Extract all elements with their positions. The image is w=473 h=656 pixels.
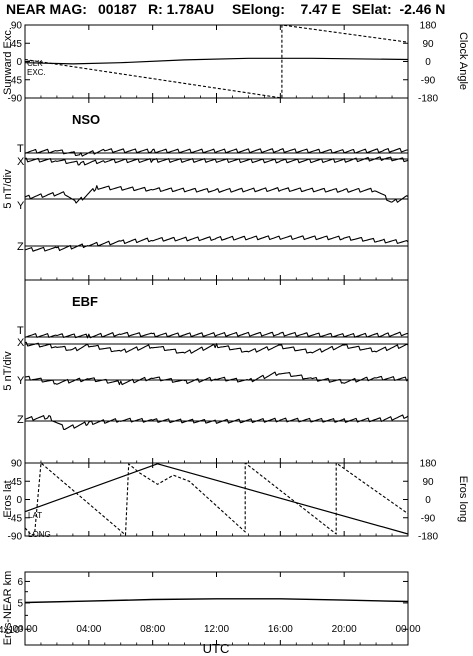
eros-range-ytick-label: 5 [17, 598, 23, 609]
eros-range-series [24, 598, 409, 604]
eros-direction-ytick-right-label: -90 [421, 513, 436, 524]
eros-direction-ytick-left-label: 90 [11, 459, 23, 470]
eros-direction-ytick-right-label: -180 [418, 532, 438, 543]
orientation-inline-label-clk: CLK [27, 59, 43, 68]
eros-direction-series-lat [24, 463, 409, 535]
eros-direction-ytick-right-label: 0 [425, 495, 431, 506]
ebf-ylabel: 5 nT/div [2, 351, 14, 391]
orientation-ytick-left-label: -45 [8, 75, 23, 86]
orientation-ytick-right-label: -180 [418, 94, 438, 105]
x-tick-label: 04:00 [76, 624, 101, 635]
nso-label-z: Z [17, 241, 24, 253]
nso-series-t [24, 147, 408, 157]
x-tick-label: 00:00 [395, 624, 420, 635]
eros-direction-ytick-right-label: 90 [422, 477, 434, 488]
orientation-ylabel-left: Sunward Exc. [2, 27, 14, 95]
ebf-panel-label: EBF [72, 294, 98, 309]
orientation-ytick-right-label: 0 [425, 57, 431, 68]
nso-ylabel: 5 nT/div [2, 169, 14, 209]
header-range: R: 1.78AU [148, 1, 214, 17]
eros-direction-series-long [24, 462, 409, 536]
ebf-series-z [24, 414, 409, 430]
data-series [24, 24, 409, 604]
eros-inline-label-lat: LAT [28, 511, 42, 520]
eros-range-ytick-label: 6 [17, 577, 23, 588]
eros-range-ytick-label: 4x10¹ [0, 625, 24, 636]
orientation-ytick-right-label: -90 [421, 75, 436, 86]
header-selong: SElong: 7.47 E [232, 1, 341, 17]
orientation-ytick-right-label: 90 [422, 39, 434, 50]
eros-range-ylabel: Eros-NEAR km [2, 571, 14, 646]
orientation-ytick-left-label: -90 [8, 94, 23, 105]
x-tick-label: 12:00 [204, 624, 229, 635]
eros-direction-ytick-left-label: -45 [8, 513, 23, 524]
nso-label-t: T [17, 143, 24, 155]
header-selat: SElat: -2.46 N [352, 1, 445, 17]
orientation-ytick-right-label: 180 [420, 21, 437, 32]
eros-direction-ytick-left-label: -90 [8, 532, 23, 543]
nso-series-z [24, 235, 409, 252]
eros-inline-label-long: LONG [28, 530, 51, 539]
nso-label-y: Y [17, 200, 25, 212]
eros-direction-ytick-right-label: 180 [420, 459, 437, 470]
nso-panel-label: NSO [72, 112, 100, 127]
nso-series-x [24, 156, 409, 166]
ebf-series-t [24, 331, 409, 339]
header-day: 00187 [98, 1, 137, 17]
orientation-series-exc [24, 57, 409, 65]
orientation-ylabel-right: Clock Angle [457, 32, 469, 90]
eros-direction-ytick-left-label: 45 [11, 477, 23, 488]
orientation-series-clk [24, 24, 409, 99]
eros-direction-ylabel-right: Eros long [457, 476, 469, 522]
ebf-label-t: T [17, 325, 24, 337]
ebf-label-x: X [17, 337, 25, 349]
ebf-series-y [24, 371, 409, 386]
orientation-inline-label-exc: EXC. [27, 68, 46, 77]
nso-label-x: X [17, 156, 25, 168]
orientation-ytick-left-label: 0 [16, 57, 22, 68]
nso-series-y [24, 185, 409, 204]
header-spacecraft: NEAR MAG: [6, 1, 87, 17]
x-tick-label: 16:00 [268, 624, 293, 635]
x-tick-label: 20:00 [332, 624, 357, 635]
orientation-ytick-left-label: 90 [11, 21, 23, 32]
x-tick-label: 08:00 [140, 624, 165, 635]
eros-direction-ylabel-left: Eros lat [2, 480, 14, 517]
eros-direction-ytick-left-label: 0 [16, 495, 22, 506]
ebf-series-x [24, 341, 409, 354]
eros-direction-panel-frame [24, 462, 409, 537]
orientation-panel-frame [24, 24, 409, 99]
orientation-ytick-left-label: 45 [11, 39, 23, 50]
ebf-label-z: Z [17, 414, 24, 426]
x-axis-title: UTC [203, 641, 230, 656]
ebf-label-y: Y [17, 375, 25, 387]
